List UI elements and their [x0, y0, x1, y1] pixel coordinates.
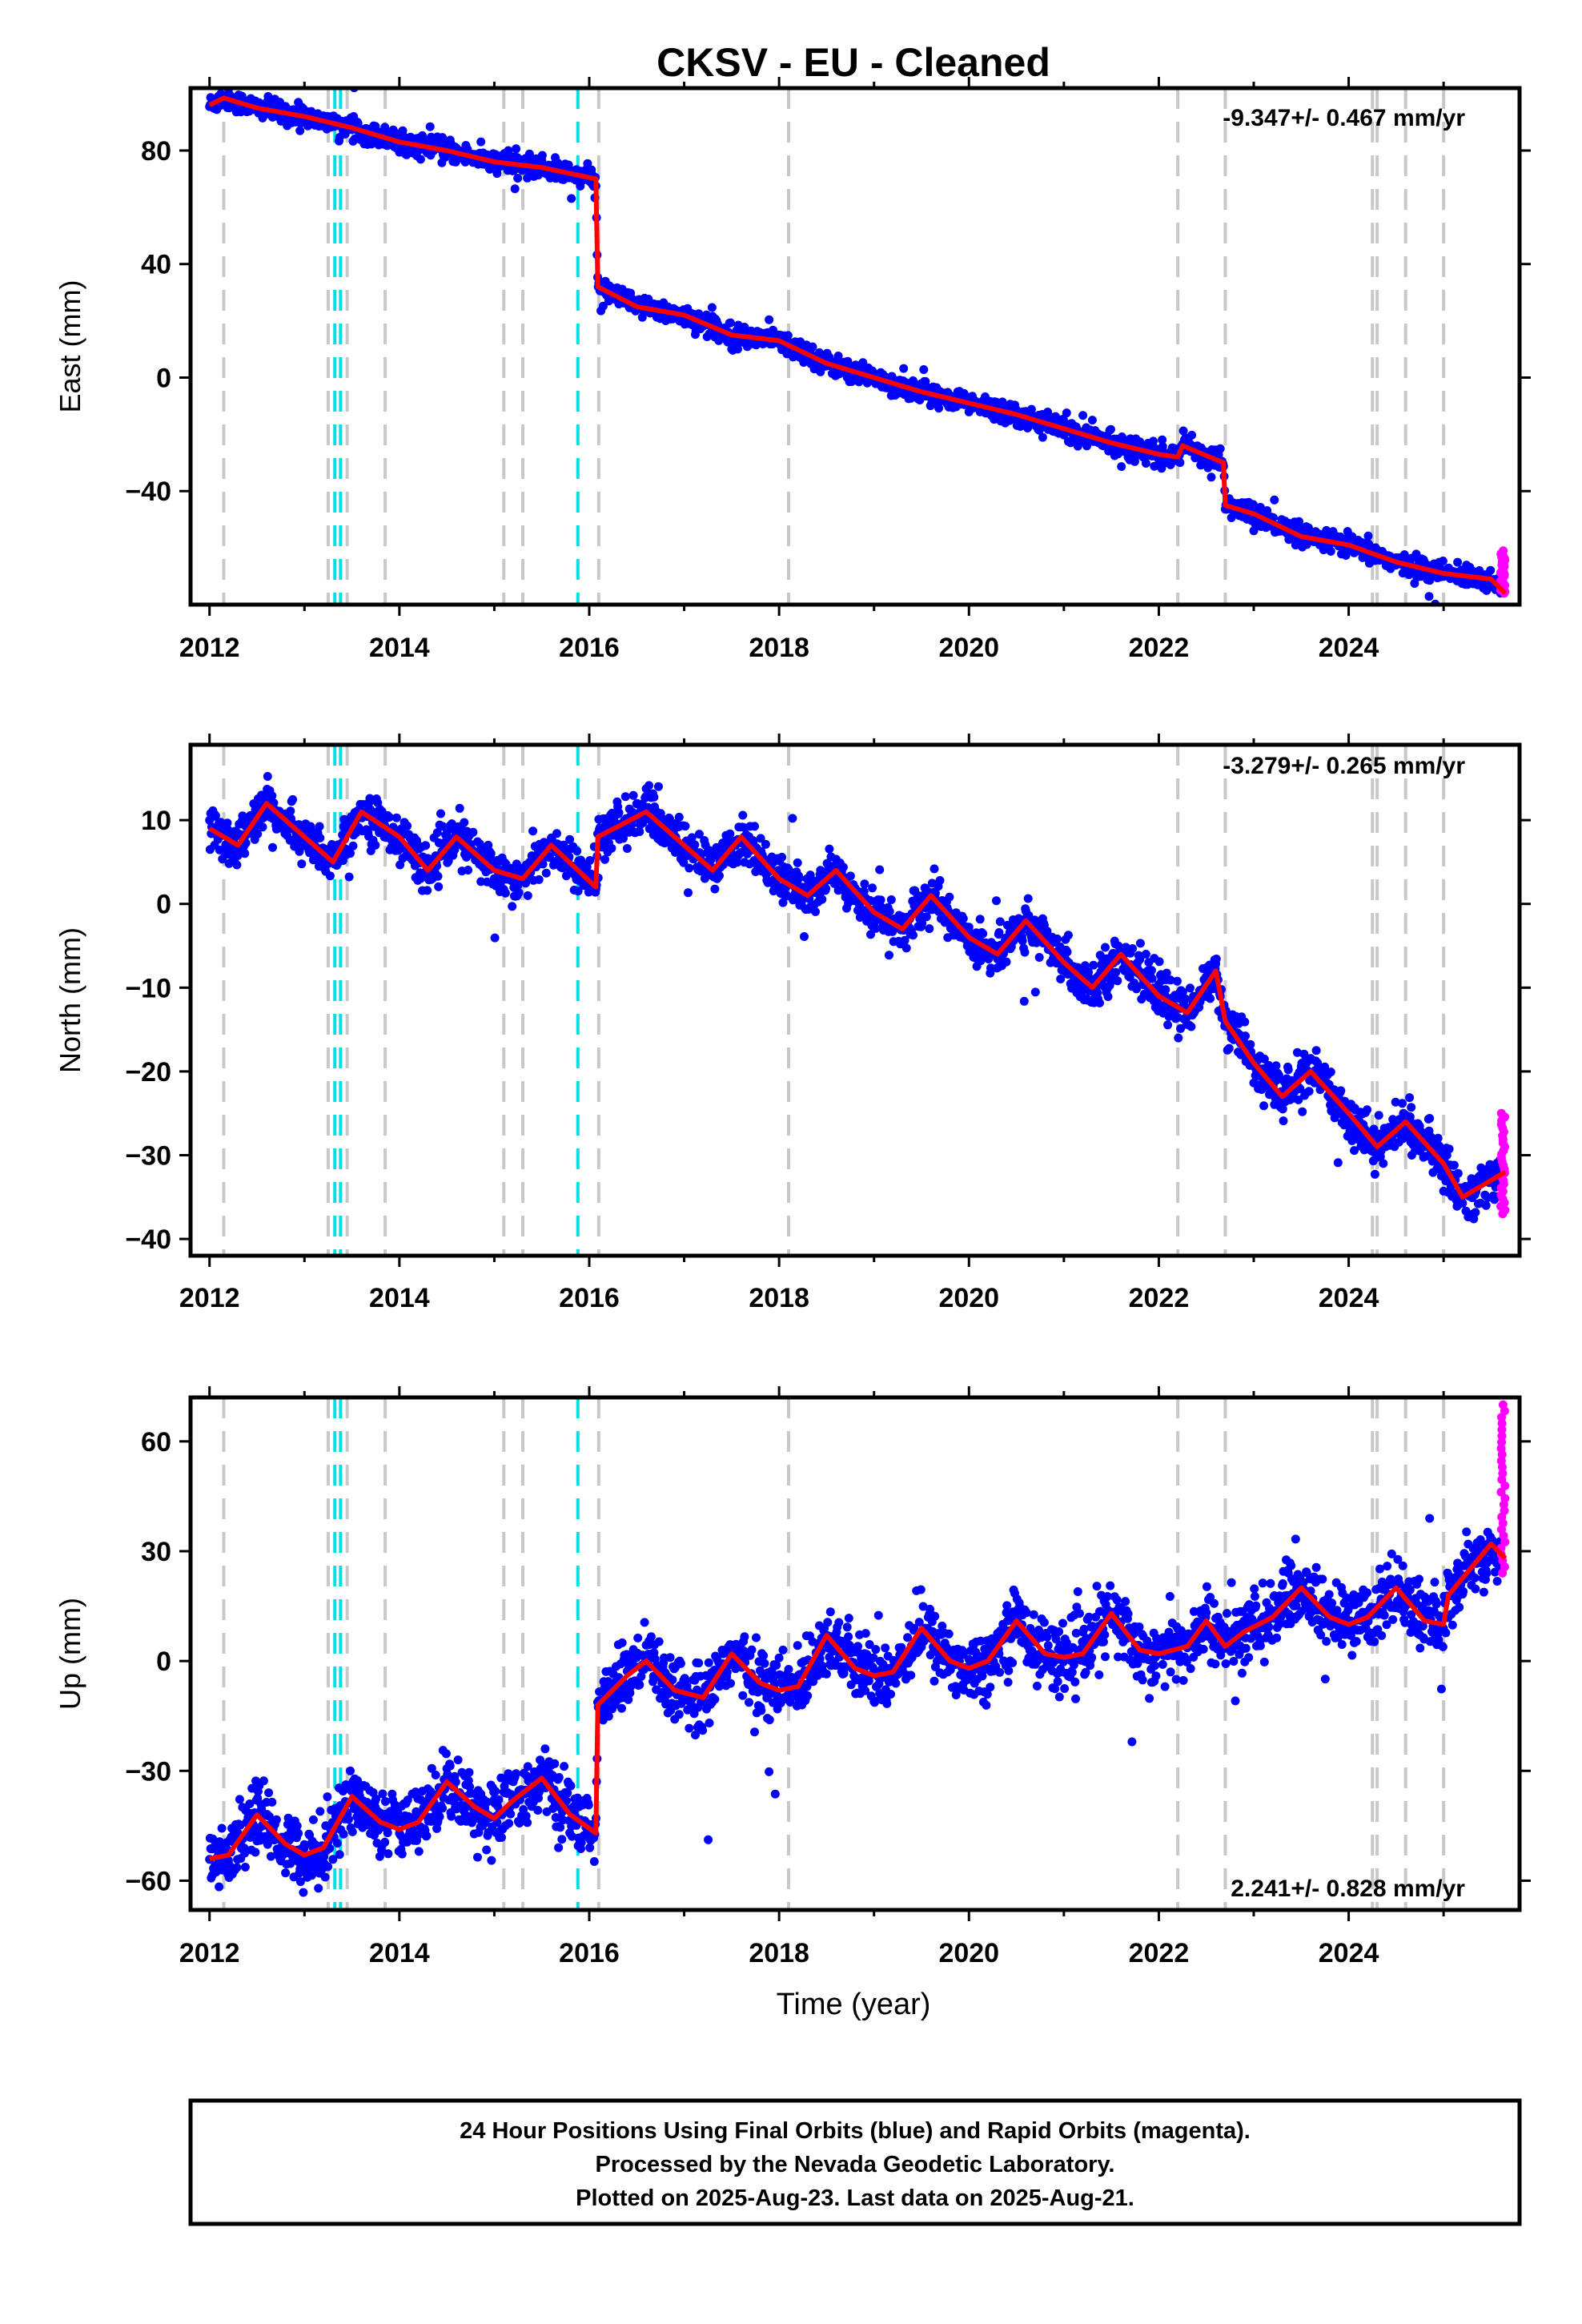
- plot-frame: [188, 742, 1522, 1258]
- y-tick-label: 0: [156, 1647, 171, 1677]
- y-tick-label: −10: [125, 973, 171, 1003]
- rapid-orbit-points: [1496, 1108, 1510, 1219]
- x-tick-label: 2024: [1319, 1283, 1379, 1313]
- x-tick-label: 2014: [369, 1283, 430, 1313]
- y-tick-label: −40: [125, 476, 171, 507]
- rapid-orbit-points: [1496, 1400, 1510, 1578]
- x-tick-label: 2014: [369, 1938, 430, 1968]
- footer-line-3: Plotted on 2025-Aug-23. Last data on 202…: [576, 2185, 1134, 2211]
- x-tick-label: 2014: [369, 633, 430, 663]
- x-axis-label: Time (year): [777, 1988, 931, 2021]
- x-tick-label: 2022: [1129, 633, 1190, 663]
- y-axis-label: North (mm): [54, 927, 86, 1073]
- model-fit-line: [208, 95, 1508, 595]
- plot-area: [205, 745, 1510, 1256]
- model-fit-line: [209, 1541, 1508, 1861]
- footer-line-1: 24 Hour Positions Using Final Orbits (bl…: [460, 2118, 1251, 2144]
- y-tick-label: 40: [141, 250, 171, 280]
- figure-title: CKSV - EU - Cleaned: [656, 40, 1050, 85]
- y-tick-label: 60: [141, 1427, 171, 1458]
- y-axis-label: East (mm): [54, 280, 86, 413]
- final-orbit-points: [205, 88, 1505, 605]
- x-tick-label: 2016: [559, 1938, 620, 1968]
- x-tick-label: 2018: [749, 1938, 809, 1968]
- footer-box: [188, 2098, 1522, 2226]
- plot-area: [205, 1397, 1510, 1910]
- y-tick-label: −20: [125, 1057, 171, 1088]
- north-panel: 2012 2014 2016 2018 2020 2022 2024 −40 −30 −20 −10…: [54, 734, 1531, 1313]
- y-axis-label: Up (mm): [54, 1598, 86, 1710]
- x-tick-label: 2022: [1129, 1283, 1190, 1313]
- x-tick-label: 2020: [938, 1938, 999, 1968]
- final-orbit-points: [205, 772, 1505, 1224]
- y-tick-label: −30: [125, 1756, 171, 1787]
- y-tick-label: −30: [125, 1140, 171, 1171]
- x-tick-label: 2012: [179, 1283, 240, 1313]
- rate-label: -3.279+/- 0.265 mm/yr: [1223, 753, 1465, 779]
- y-tick-label: 0: [156, 363, 171, 393]
- y-tick-label: 10: [141, 806, 171, 836]
- final-orbit-points: [205, 1514, 1505, 1897]
- y-tick-label: −40: [125, 1224, 171, 1255]
- y-tick-label: 30: [141, 1537, 171, 1567]
- x-tick-label: 2024: [1319, 633, 1379, 663]
- footer-line-2: Processed by the Nevada Geodetic Laborat…: [596, 2152, 1115, 2177]
- model-fit-line: [208, 801, 1507, 1200]
- x-tick-label: 2012: [179, 633, 240, 663]
- x-tick-label: 2018: [749, 633, 809, 663]
- east-panel: 2012 2014 2016 2018 2020 2022 2024 −40 0 40 80 East…: [54, 77, 1531, 663]
- x-tick-label: 2016: [559, 1283, 620, 1313]
- y-tick-label: 0: [156, 890, 171, 920]
- y-tick-label: 80: [141, 136, 171, 167]
- x-tick-label: 2020: [938, 1283, 999, 1313]
- y-tick-label: −60: [125, 1866, 171, 1896]
- x-tick-label: 2012: [179, 1938, 240, 1968]
- plot-area: [205, 88, 1510, 605]
- x-tick-label: 2018: [749, 1283, 809, 1313]
- up-panel: 2012 2014 2016 2018 2020 2022 2024 −60 −30 0 30 60 U…: [54, 1386, 1531, 1968]
- plot-frame: [188, 1395, 1522, 1912]
- x-tick-label: 2024: [1319, 1938, 1379, 1968]
- rate-label: -9.347+/- 0.467 mm/yr: [1223, 105, 1465, 131]
- plot-frame: [188, 86, 1522, 607]
- x-tick-label: 2016: [559, 633, 620, 663]
- rate-label: 2.241+/- 0.828 mm/yr: [1231, 1876, 1465, 1902]
- x-tick-label: 2022: [1129, 1938, 1190, 1968]
- x-tick-label: 2020: [938, 633, 999, 663]
